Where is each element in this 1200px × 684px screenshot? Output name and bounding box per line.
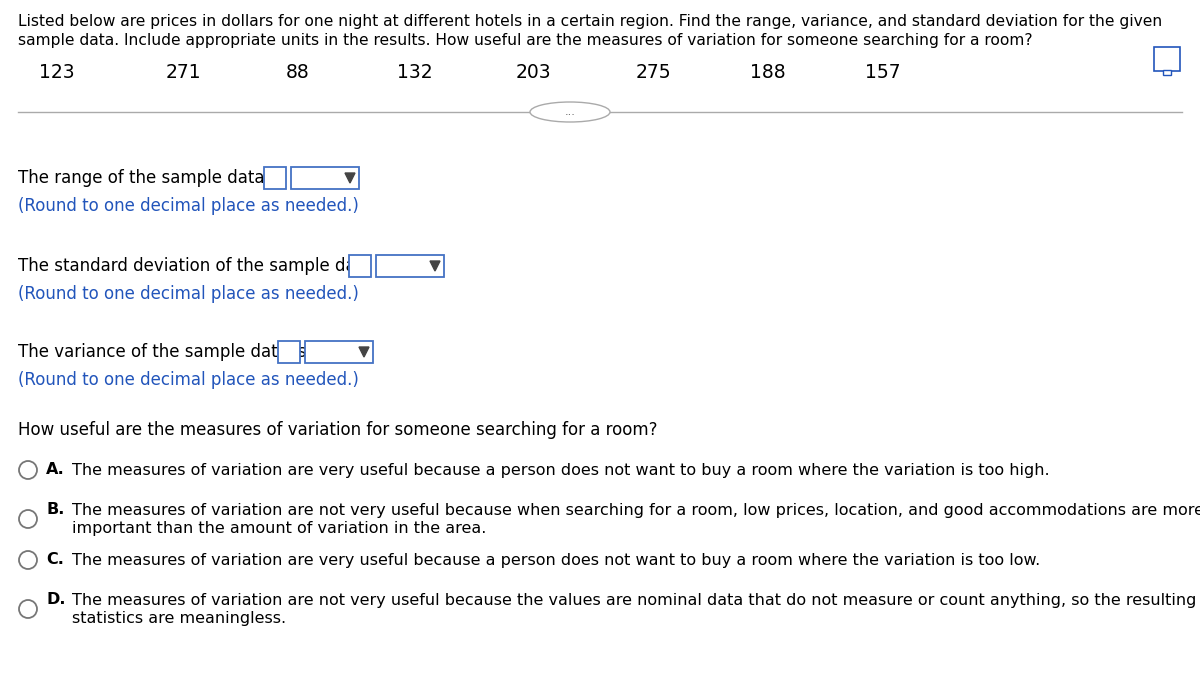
Text: The measures of variation are not very useful because when searching for a room,: The measures of variation are not very u… [72, 503, 1200, 518]
Text: The measures of variation are very useful because a person does not want to buy : The measures of variation are very usefu… [72, 462, 1050, 477]
Text: 157: 157 [865, 64, 901, 83]
Text: 123: 123 [40, 64, 74, 83]
Text: D.: D. [46, 592, 66, 607]
Text: 132: 132 [397, 64, 433, 83]
Text: How useful are the measures of variation for someone searching for a room?: How useful are the measures of variation… [18, 421, 658, 439]
Polygon shape [430, 261, 440, 271]
Text: The variance of the sample data is: The variance of the sample data is [18, 343, 306, 361]
Text: 88: 88 [286, 64, 310, 83]
FancyBboxPatch shape [1154, 47, 1180, 71]
Text: (Round to one decimal place as needed.): (Round to one decimal place as needed.) [18, 197, 359, 215]
Circle shape [19, 551, 37, 569]
Text: The measures of variation are very useful because a person does not want to buy : The measures of variation are very usefu… [72, 553, 1040, 568]
Ellipse shape [530, 102, 610, 122]
Text: important than the amount of variation in the area.: important than the amount of variation i… [72, 521, 486, 536]
Text: 188: 188 [750, 64, 786, 83]
Text: B.: B. [46, 503, 65, 518]
FancyBboxPatch shape [349, 255, 371, 277]
Text: Listed below are prices in dollars for one night at different hotels in a certai: Listed below are prices in dollars for o… [18, 14, 1163, 29]
Circle shape [19, 510, 37, 528]
Circle shape [19, 461, 37, 479]
FancyBboxPatch shape [292, 167, 359, 189]
Text: The standard deviation of the sample data is: The standard deviation of the sample dat… [18, 257, 391, 275]
Text: The range of the sample data is: The range of the sample data is [18, 169, 283, 187]
Text: The measures of variation are not very useful because the values are nominal dat: The measures of variation are not very u… [72, 592, 1196, 607]
Text: sample data. Include appropriate units in the results. How useful are the measur: sample data. Include appropriate units i… [18, 33, 1033, 48]
FancyBboxPatch shape [376, 255, 444, 277]
FancyBboxPatch shape [1163, 70, 1171, 75]
Polygon shape [359, 347, 370, 357]
Polygon shape [346, 173, 355, 183]
Text: A.: A. [46, 462, 65, 477]
Text: (Round to one decimal place as needed.): (Round to one decimal place as needed.) [18, 371, 359, 389]
FancyBboxPatch shape [305, 341, 373, 363]
FancyBboxPatch shape [278, 341, 300, 363]
Text: C.: C. [46, 553, 64, 568]
Text: ...: ... [564, 107, 576, 117]
FancyBboxPatch shape [264, 167, 286, 189]
Text: 203: 203 [515, 64, 551, 83]
Text: 275: 275 [635, 64, 671, 83]
Text: statistics are meaningless.: statistics are meaningless. [72, 611, 286, 625]
Text: 271: 271 [166, 64, 200, 83]
Circle shape [19, 600, 37, 618]
Text: (Round to one decimal place as needed.): (Round to one decimal place as needed.) [18, 285, 359, 303]
